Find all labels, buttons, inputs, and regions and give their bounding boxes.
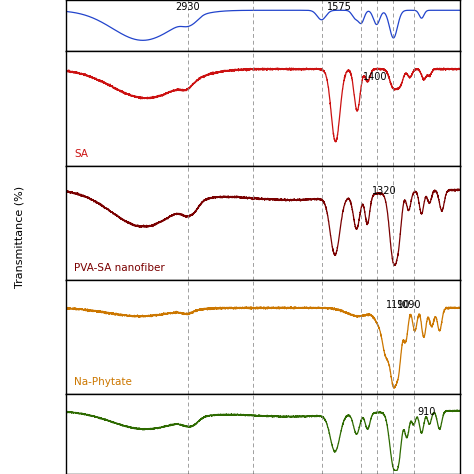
Text: Transmittance (%): Transmittance (%)	[14, 186, 24, 288]
Text: 1090: 1090	[397, 300, 421, 310]
Text: 2930: 2930	[175, 1, 200, 11]
Text: 1190: 1190	[385, 300, 410, 310]
Text: 1400: 1400	[363, 72, 387, 82]
Text: 1320: 1320	[372, 186, 396, 196]
Text: SA: SA	[74, 149, 88, 159]
Text: 910: 910	[418, 407, 436, 417]
Text: 1575: 1575	[327, 1, 351, 11]
Text: PVA-SA nanofiber: PVA-SA nanofiber	[74, 263, 165, 273]
Text: Na-Phytate: Na-Phytate	[74, 377, 132, 387]
